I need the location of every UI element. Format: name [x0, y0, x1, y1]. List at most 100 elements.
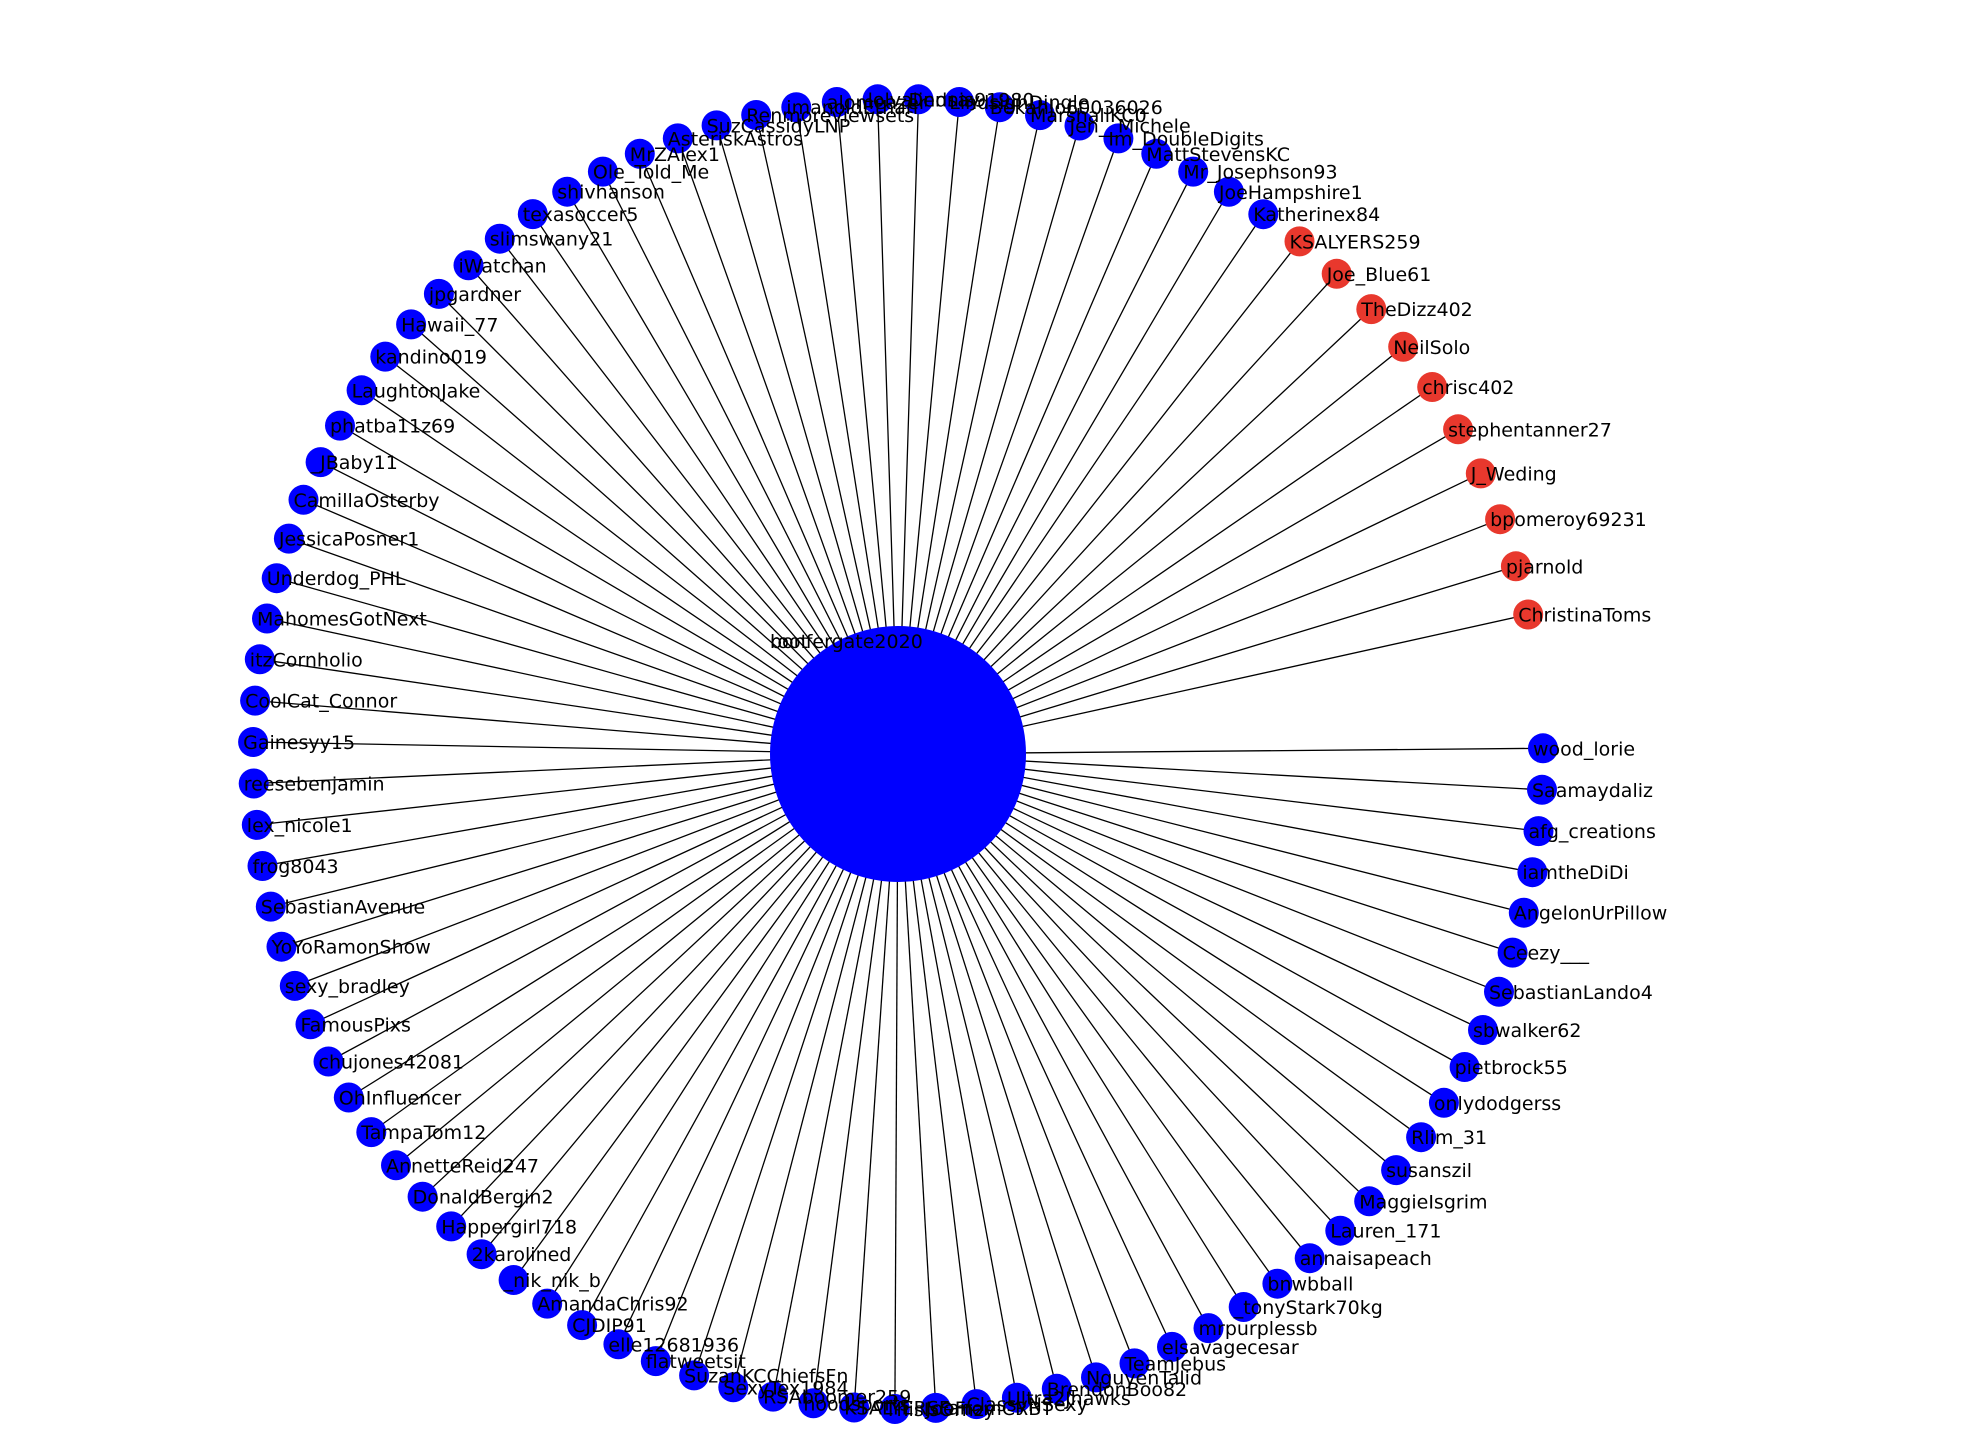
blue-node[interactable] — [1508, 897, 1539, 928]
blue-node[interactable] — [1103, 123, 1134, 154]
red-node[interactable] — [1513, 599, 1544, 630]
red-node[interactable] — [1485, 504, 1516, 535]
blue-node[interactable] — [1228, 1292, 1259, 1322]
node-label: Hawaii_77 — [401, 314, 498, 336]
blue-node[interactable] — [370, 341, 401, 372]
blue-node[interactable] — [879, 1394, 910, 1424]
blue-node[interactable] — [1406, 1122, 1437, 1153]
blue-node[interactable] — [1528, 733, 1558, 764]
blue-node[interactable] — [453, 250, 484, 281]
red-node[interactable] — [1500, 551, 1531, 582]
blue-node[interactable] — [1449, 1052, 1480, 1082]
blue-node[interactable] — [679, 1360, 710, 1391]
blue-node[interactable] — [1527, 774, 1557, 805]
red-node[interactable] — [1417, 372, 1448, 402]
blue-node[interactable] — [407, 1181, 438, 1212]
blue-node[interactable] — [1081, 1362, 1111, 1393]
center-node[interactable] — [770, 626, 1026, 882]
blue-node[interactable] — [532, 1288, 563, 1319]
blue-node[interactable] — [381, 1150, 411, 1181]
blue-node[interactable] — [517, 199, 548, 230]
node-label: KSALYERSFan — [844, 1398, 972, 1420]
blue-node[interactable] — [1354, 1186, 1385, 1217]
blue-node[interactable] — [1041, 1373, 1072, 1404]
blue-node[interactable] — [1141, 138, 1172, 169]
blue-node[interactable] — [944, 87, 975, 117]
node-label: pietbrock55 — [1455, 1057, 1568, 1079]
blue-node[interactable] — [1119, 1348, 1150, 1379]
blue-node[interactable] — [325, 410, 355, 441]
blue-node[interactable] — [356, 1117, 387, 1148]
blue-node[interactable] — [961, 1389, 992, 1420]
blue-node[interactable] — [288, 484, 319, 515]
blue-node[interactable] — [1025, 100, 1055, 131]
blue-node[interactable] — [1064, 110, 1095, 141]
blue-node[interactable] — [238, 768, 269, 799]
blue-node[interactable] — [862, 84, 893, 115]
blue-node[interactable] — [436, 1211, 467, 1242]
blue-node[interactable] — [984, 92, 1015, 123]
blue-node[interactable] — [821, 87, 852, 117]
blue-node[interactable] — [1248, 199, 1279, 230]
blue-node[interactable] — [1157, 1331, 1187, 1362]
blue-node[interactable] — [346, 375, 377, 406]
blue-node[interactable] — [1484, 976, 1514, 1007]
red-node[interactable] — [1284, 226, 1315, 257]
red-node[interactable] — [1356, 294, 1387, 325]
blue-node[interactable] — [238, 727, 269, 757]
blue-node[interactable] — [624, 138, 655, 169]
blue-node[interactable] — [903, 84, 934, 115]
blue-node[interactable] — [552, 176, 583, 207]
blue-node[interactable] — [662, 123, 693, 154]
blue-node[interactable] — [240, 685, 271, 716]
blue-node[interactable] — [781, 92, 812, 123]
blue-node[interactable] — [466, 1239, 497, 1270]
blue-node[interactable] — [244, 644, 275, 675]
blue-node[interactable] — [587, 156, 618, 187]
blue-node[interactable] — [1213, 176, 1244, 207]
blue-node[interactable] — [1294, 1243, 1325, 1274]
red-node[interactable] — [1465, 458, 1496, 489]
blue-node[interactable] — [718, 1372, 749, 1403]
red-node[interactable] — [1321, 258, 1352, 289]
blue-node[interactable] — [758, 1381, 789, 1412]
blue-node[interactable] — [305, 447, 336, 478]
blue-node[interactable] — [920, 1392, 951, 1423]
blue-node[interactable] — [261, 563, 292, 594]
blue-node[interactable] — [839, 1392, 870, 1423]
blue-node[interactable] — [313, 1046, 344, 1077]
blue-node[interactable] — [1325, 1215, 1356, 1246]
blue-node[interactable] — [247, 851, 278, 881]
node-label: Im_DoubleDigits — [1108, 128, 1264, 150]
blue-node[interactable] — [1178, 156, 1209, 187]
blue-node[interactable] — [1001, 1382, 1032, 1413]
red-node[interactable] — [1443, 414, 1474, 445]
blue-node[interactable] — [266, 931, 297, 962]
blue-node[interactable] — [333, 1082, 364, 1113]
blue-node[interactable] — [484, 223, 515, 254]
blue-node[interactable] — [1523, 816, 1554, 847]
blue-node[interactable] — [252, 603, 282, 634]
red-node[interactable] — [1388, 331, 1419, 362]
blue-node[interactable] — [1428, 1087, 1459, 1118]
blue-node[interactable] — [396, 309, 427, 340]
blue-node[interactable] — [255, 891, 286, 922]
blue-node[interactable] — [741, 100, 772, 130]
blue-node[interactable] — [279, 970, 310, 1001]
blue-node[interactable] — [798, 1388, 829, 1419]
blue-node[interactable] — [1193, 1313, 1224, 1344]
blue-node[interactable] — [1381, 1155, 1412, 1186]
blue-node[interactable] — [603, 1329, 634, 1360]
blue-node[interactable] — [423, 278, 454, 309]
blue-node[interactable] — [567, 1310, 598, 1341]
blue-node[interactable] — [1262, 1268, 1293, 1299]
blue-node[interactable] — [640, 1346, 671, 1377]
blue-node[interactable] — [1468, 1015, 1498, 1045]
blue-node[interactable] — [273, 523, 304, 554]
blue-node[interactable] — [241, 809, 272, 840]
blue-node[interactable] — [498, 1265, 529, 1295]
blue-node[interactable] — [1497, 937, 1528, 968]
blue-node[interactable] — [701, 110, 732, 141]
blue-node[interactable] — [1517, 857, 1548, 888]
blue-node[interactable] — [295, 1009, 326, 1040]
